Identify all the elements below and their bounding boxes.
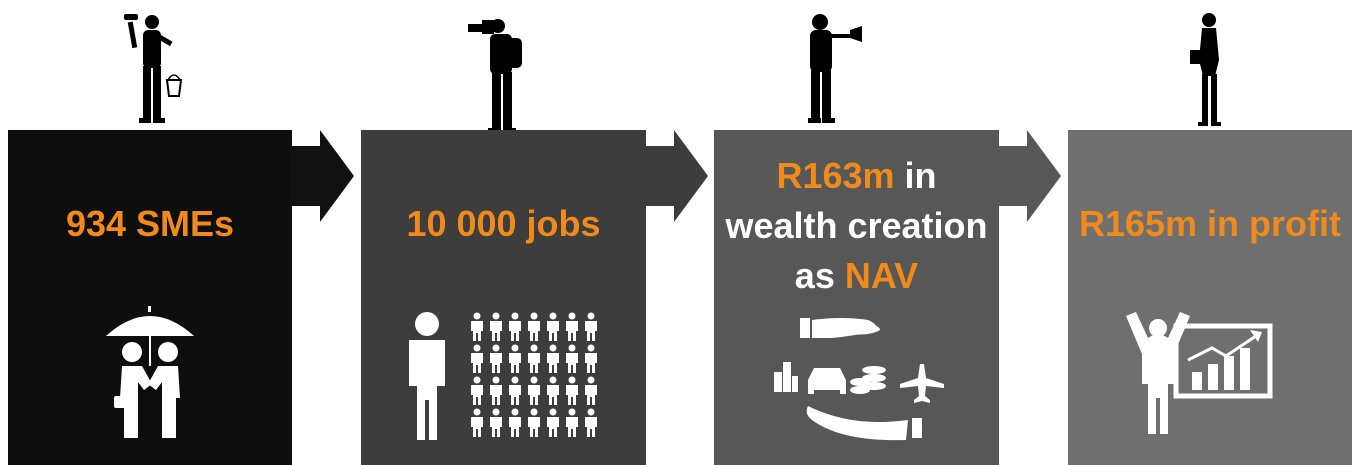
step-box-profit: R165m in profit <box>1068 130 1352 465</box>
mini-person-icon <box>490 344 502 373</box>
success-chart-icon <box>1126 312 1273 434</box>
mini-person-icon <box>566 344 578 373</box>
mini-person-icon <box>471 312 483 341</box>
mini-person-icon <box>547 312 559 341</box>
trumpeter-silhouette-icon <box>808 14 862 123</box>
mini-person-icon <box>528 312 540 341</box>
mini-person-icon <box>585 376 597 405</box>
arrow-2-icon <box>644 130 708 222</box>
mini-person-icon <box>566 376 578 405</box>
mini-person-icon <box>471 376 483 405</box>
mini-person-icon <box>547 376 559 405</box>
arrow-1-icon <box>290 130 354 222</box>
step-headline-wealth-line2: wealth creation <box>725 205 988 246</box>
wealth-in-text: in <box>894 155 937 196</box>
mini-person-icon <box>585 408 597 437</box>
step-box-smes: 934 SMEs <box>8 130 292 465</box>
mini-person-icon <box>528 376 540 405</box>
mini-person-icon <box>585 312 597 341</box>
mini-person-icon <box>547 408 559 437</box>
step-headline-jobs: 10 000 jobs <box>406 203 601 244</box>
mini-person-icon <box>566 408 578 437</box>
mini-person-icon <box>490 376 502 405</box>
mini-person-icon <box>566 312 578 341</box>
step-headline-smes: 934 SMEs <box>65 203 235 244</box>
photographer-silhouette-icon <box>468 19 522 133</box>
mini-person-icon <box>528 344 540 373</box>
mini-person-icon <box>471 408 483 437</box>
mini-person-icon <box>471 344 483 373</box>
step-headline-profit: R165m in profit <box>1078 203 1342 244</box>
mini-person-icon <box>509 408 521 437</box>
step-headline-wealth-line3: as NAV <box>714 254 999 298</box>
mini-person-icon <box>547 344 559 373</box>
assets-hands-icon <box>774 318 944 441</box>
mini-person-icon <box>585 344 597 373</box>
mini-person-icon <box>509 312 521 341</box>
mini-person-icon <box>509 344 521 373</box>
businesswoman-silhouette-icon <box>1190 13 1221 126</box>
handshake-umbrella-icon <box>106 306 194 438</box>
step-headline-wealth-line1: R163m in <box>714 154 999 198</box>
nav-text: NAV <box>844 255 919 296</box>
arrow-3-icon <box>997 130 1061 222</box>
painter-silhouette-icon <box>124 14 183 123</box>
step-box-jobs: 10 000 jobs <box>361 130 646 465</box>
step-box-wealth: R163m in wealth creation as NAV <box>714 130 999 465</box>
mini-person-icon <box>490 408 502 437</box>
people-group-icon <box>409 312 597 440</box>
mini-person-icon <box>528 408 540 437</box>
wealth-amount-text: R163m <box>776 155 895 196</box>
wealth-as-text: as <box>794 255 845 296</box>
mini-person-icon <box>509 376 521 405</box>
mini-person-icon <box>490 312 502 341</box>
